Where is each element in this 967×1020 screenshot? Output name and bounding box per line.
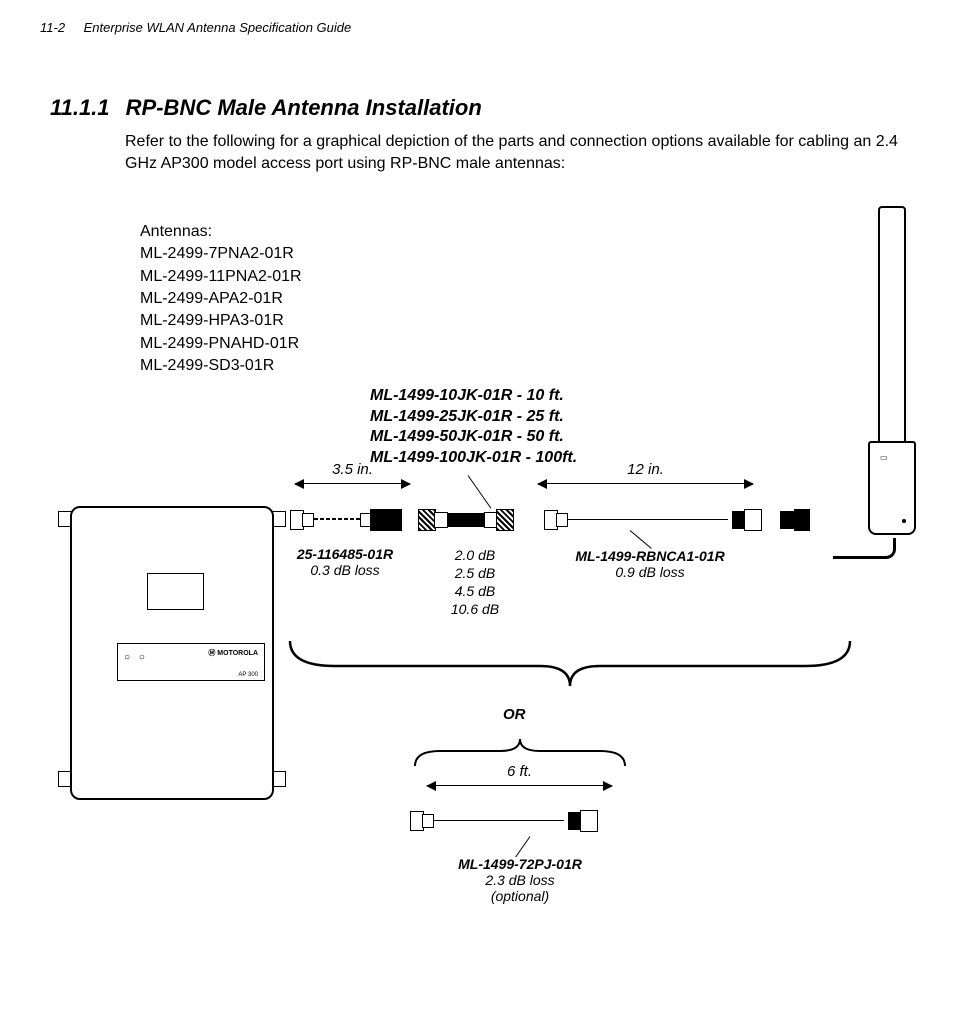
antenna-item: ML-2499-11PNA2-01R [140,266,302,288]
antenna-item: ML-2499-7PNA2-01R [140,243,302,265]
db-loss-list: 2.0 dB 2.5 dB 4.5 dB 10.6 dB [435,546,515,619]
antenna-cable-icon [833,538,896,559]
page-number: 11-2 [40,20,80,35]
ap-port-icon [272,511,286,527]
ap-label-box: ○ ○ Ⓜ MOTOROLA AP 300 [117,643,265,681]
section-title: RP-BNC Male Antenna Installation [126,95,482,120]
connector-row [290,508,850,538]
led-dots-icon: ○ ○ [124,652,148,663]
dimension-left: 3.5 in. [295,479,410,484]
ap-small-box-icon [147,573,204,610]
bottom-part-label: ML-1499-72PJ-01R 2.3 dB loss (optional) [430,856,610,904]
section-body: Refer to the following for a graphical d… [125,131,907,176]
cable-item: ML-1499-50JK-01R - 50 ft. [370,427,577,448]
diagram: Antennas: ML-2499-7PNA2-01R ML-2499-11PN… [40,216,940,966]
cable-item: ML-1499-10JK-01R - 10 ft. [370,386,577,407]
antenna-item: ML-2499-HPA3-01R [140,310,302,332]
left-part-label: 25-116485-01R 0.3 dB loss [275,546,415,578]
right-part-label: ML-1499-RBNCA1-01R 0.9 dB loss [550,548,750,580]
page-header: 11-2 Enterprise WLAN Antenna Specificati… [40,20,927,35]
antenna-list: Antennas: ML-2499-7PNA2-01R ML-2499-11PN… [140,221,302,378]
antenna-icon: ▭ [860,206,920,561]
brace-icon [285,636,855,691]
ap-port-icon [272,771,286,787]
doc-title: Enterprise WLAN Antenna Specification Gu… [84,20,352,35]
antenna-item: ML-2499-PNAHD-01R [140,333,302,355]
section-heading: 11.1.1 RP-BNC Male Antenna Installation [50,95,927,121]
pointer-line [468,475,492,508]
brand-label: Ⓜ MOTOROLA [208,648,258,658]
dimension-right: 12 in. [538,479,753,484]
model-label: AP 300 [238,672,258,678]
pointer-line [515,836,530,857]
antenna-item: ML-2499-SD3-01R [140,355,302,377]
antenna-heading: Antennas: [140,221,302,243]
bottom-connector [410,811,630,836]
or-label: OR [503,706,526,723]
dimension-bottom: 6 ft. [427,781,612,786]
section-number: 11.1.1 [50,95,110,121]
cable-list: ML-1499-10JK-01R - 10 ft. ML-1499-25JK-0… [370,386,577,469]
ap-device: ○ ○ Ⓜ MOTOROLA AP 300 [70,506,274,800]
cable-item: ML-1499-25JK-01R - 25 ft. [370,407,577,428]
antenna-item: ML-2499-APA2-01R [140,288,302,310]
